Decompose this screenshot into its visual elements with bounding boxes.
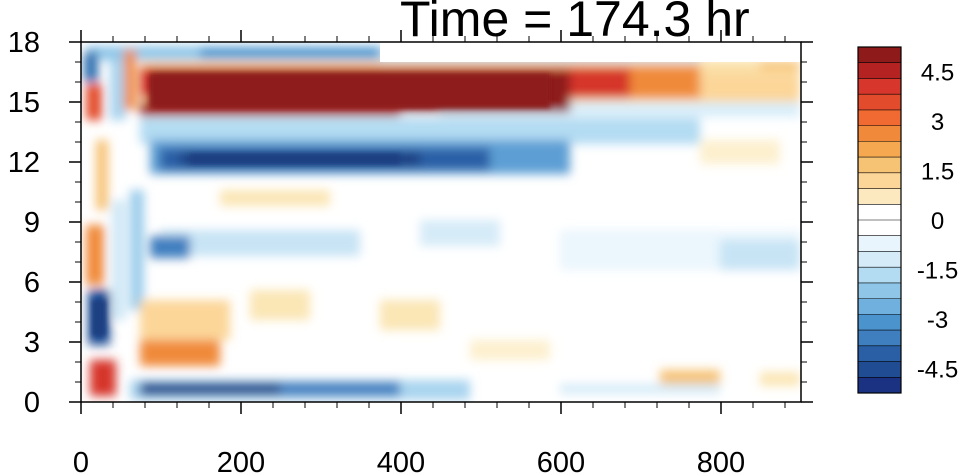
colorbar-swatch <box>858 47 901 64</box>
colorbar-swatch <box>858 125 901 142</box>
colorbar-swatch <box>858 78 901 95</box>
colorbar-label: 0 <box>931 208 944 235</box>
colorbar-swatch <box>858 267 901 284</box>
title-mask <box>380 42 800 62</box>
colorbar-swatch <box>858 330 901 347</box>
x-tick-label: 400 <box>377 447 425 473</box>
colorbar-swatch <box>858 188 901 205</box>
colorbar-labels: 4.5 3 1.5 0 -1.5 -3 -4.5 <box>917 60 958 384</box>
y-tick-label: 0 <box>24 387 40 419</box>
colorbar-swatch <box>858 345 901 362</box>
colorbar-label: -4.5 <box>917 356 958 383</box>
colorbar-swatch <box>858 361 901 378</box>
colorbar <box>857 46 902 394</box>
colorbar-swatch <box>858 251 901 268</box>
colorbar-label: -3 <box>927 307 948 334</box>
y-tick-label: 12 <box>8 147 40 179</box>
colorbar-swatch <box>858 235 901 252</box>
colorbar-swatch <box>858 282 901 299</box>
x-axis: 0 200 400 600 800 <box>73 30 786 473</box>
y-tick-label: 6 <box>24 267 40 299</box>
colorbar-swatch <box>858 220 901 237</box>
colorbar-swatch <box>858 172 901 189</box>
x-tick-label: 200 <box>217 447 265 473</box>
colorbar-swatch <box>858 298 901 315</box>
colorbar-swatch <box>858 94 901 111</box>
colorbar-swatch <box>858 157 901 174</box>
colorbar-label: 3 <box>931 109 944 136</box>
colorbar-label: -1.5 <box>917 257 958 284</box>
colorbar-frame <box>857 46 902 394</box>
x-tick-label: 600 <box>537 447 585 473</box>
y-tick-label: 18 <box>8 27 40 59</box>
y-tick-label: 15 <box>8 87 40 119</box>
colorbar-label: 1.5 <box>921 159 954 186</box>
y-tick-label: 9 <box>24 207 40 239</box>
y-tick-label: 3 <box>24 327 40 359</box>
colorbar-label: 4.5 <box>921 60 954 87</box>
y-axis: 0 3 6 9 12 15 18 <box>8 27 813 419</box>
chart-title: Time = 174.3 hr <box>400 0 750 47</box>
colorbar-swatch <box>858 204 901 221</box>
colorbar-swatch <box>858 109 901 126</box>
x-tick-label: 800 <box>697 447 745 473</box>
colorbar-swatch <box>858 377 901 394</box>
colorbar-swatch <box>858 141 901 158</box>
x-tick-label: 0 <box>73 447 89 473</box>
colorbar-swatch <box>858 314 901 331</box>
colorbar-swatch <box>858 62 901 79</box>
